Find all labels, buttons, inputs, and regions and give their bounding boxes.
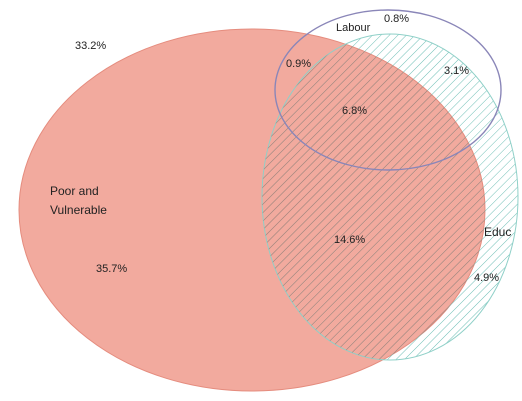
poor-vulnerable-label-line2: Vulnerable — [50, 203, 107, 217]
education-set-label: Educ — [484, 225, 511, 239]
education-only-percentage: 4.9% — [474, 272, 499, 284]
poor-labour-percentage: 0.9% — [286, 58, 311, 70]
labour-education-percentage: 3.1% — [444, 65, 469, 77]
poor-education-percentage: 14.6% — [334, 234, 365, 246]
all-three-percentage: 6.8% — [342, 105, 367, 117]
outside-percentage: 33.2% — [75, 40, 106, 52]
labour-set-label: Labour — [336, 22, 371, 34]
poor-vulnerable-label-line1: Poor and — [50, 184, 99, 198]
labour-set — [274, 9, 502, 171]
poor-only-percentage: 35.7% — [96, 263, 127, 275]
labour-only-percentage: 0.8% — [384, 13, 409, 25]
